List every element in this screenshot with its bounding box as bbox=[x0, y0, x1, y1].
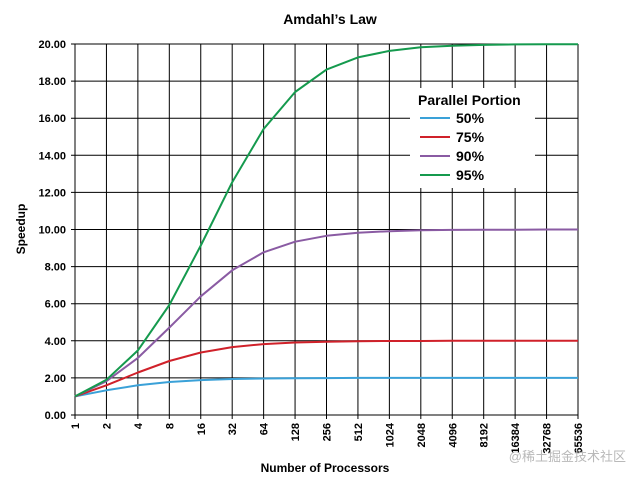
y-tick-label: 0.00 bbox=[45, 410, 66, 422]
y-tick-label: 14.00 bbox=[38, 150, 66, 162]
y-tick-label: 16.00 bbox=[38, 113, 66, 125]
x-tick-label: 32 bbox=[227, 423, 239, 435]
y-tick-label: 4.00 bbox=[45, 336, 66, 348]
legend-label-95pct: 95% bbox=[456, 167, 485, 183]
series-line-75pct bbox=[74, 339, 578, 398]
x-tick-label: 128 bbox=[290, 423, 302, 441]
x-axis-ticks: 1 2 4 8 16 32 64 128 256 512 1024 2048 4096 8192 16384… bbox=[70, 422, 585, 453]
x-tick-label: 512 bbox=[353, 423, 365, 441]
y-axis-label: Speedup bbox=[14, 204, 28, 255]
series-line-90pct bbox=[74, 228, 578, 398]
legend-title: Parallel Portion bbox=[418, 92, 521, 108]
y-tick-label: 20.00 bbox=[38, 39, 66, 51]
y-tick-label: 8.00 bbox=[45, 262, 66, 274]
y-tick-label: 2.00 bbox=[45, 373, 66, 385]
y-tick-label: 6.00 bbox=[45, 299, 66, 311]
x-tick-label: 16 bbox=[196, 423, 208, 435]
y-tick-label: 10.00 bbox=[38, 225, 66, 237]
y-tick-label: 12.00 bbox=[38, 187, 66, 199]
series-line-50pct bbox=[74, 376, 578, 398]
y-axis-ticks: 0.00 2.00 4.00 6.00 8.00 10.00 12.00 14.00 16.00… bbox=[38, 39, 66, 422]
chart-title: Amdahl’s Law bbox=[283, 11, 377, 27]
legend-label-75pct: 75% bbox=[456, 129, 485, 145]
x-tick-label: 4096 bbox=[447, 423, 459, 447]
x-tick-label: 256 bbox=[322, 423, 334, 441]
series-line-95pct bbox=[74, 43, 578, 398]
x-axis-label: Number of Processors bbox=[261, 461, 390, 475]
x-tick-label: 32768 bbox=[542, 423, 554, 454]
legend-label-90pct: 90% bbox=[456, 148, 485, 164]
x-tick-label: 1024 bbox=[384, 422, 396, 447]
x-tick-label: 16384 bbox=[510, 422, 522, 453]
series-lines bbox=[74, 43, 578, 398]
y-tick-label: 18.00 bbox=[38, 76, 66, 88]
legend: Parallel Portion 50% 75% 90% 95% bbox=[410, 88, 535, 188]
x-tick-label: 2048 bbox=[416, 423, 428, 447]
x-tick-label: 4 bbox=[133, 422, 145, 429]
x-tick-label: 1 bbox=[70, 423, 82, 429]
plot-grid bbox=[71, 43, 579, 419]
x-tick-label: 8 bbox=[164, 423, 176, 429]
x-tick-label: 65536 bbox=[573, 423, 585, 454]
x-tick-label: 8192 bbox=[479, 423, 491, 447]
x-tick-label: 64 bbox=[259, 422, 271, 435]
watermark: @稀土掘金技术社区 bbox=[509, 449, 626, 464]
legend-label-50pct: 50% bbox=[456, 110, 485, 126]
legend-items: 50% 75% 90% 95% bbox=[420, 110, 485, 183]
x-tick-label: 2 bbox=[101, 423, 113, 429]
